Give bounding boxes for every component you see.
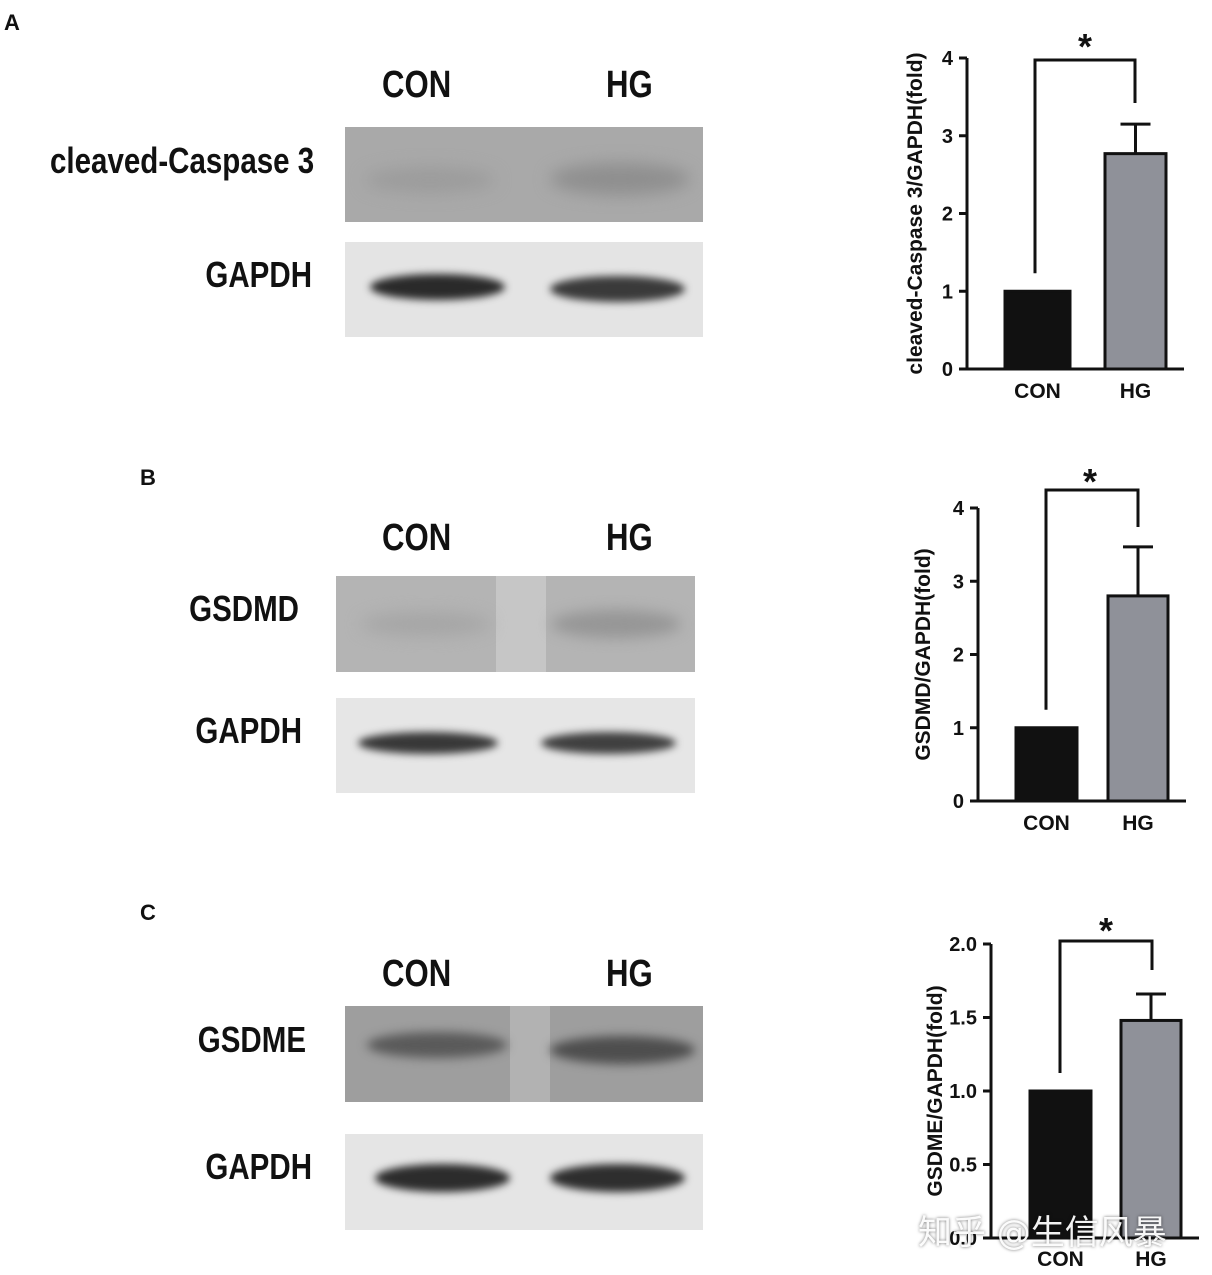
y-axis-label-0: cleaved-Caspase 3/GAPDH(fold): [904, 52, 927, 374]
band-gsdme-hg: [550, 1036, 695, 1064]
significance-bracket-0: [1033, 58, 1137, 274]
lane-label-hg-a: HG: [606, 64, 653, 106]
band-gapdh-b-con: [358, 732, 498, 754]
row-label-gapdh-b: GAPDH: [195, 710, 302, 751]
blot-gapdh-c: [345, 1134, 703, 1230]
band-gapdh-c-con: [375, 1164, 510, 1192]
y-tick-label-0-4: 4: [942, 48, 954, 70]
bar-1-hg: [1106, 594, 1170, 803]
band-gsdmd-con: [361, 612, 491, 636]
x-tick-label-0-1: HG: [1120, 380, 1152, 403]
bar-0-hg: [1103, 152, 1168, 371]
lane-label-hg-c: HG: [606, 953, 653, 995]
row-label-gapdh-a: GAPDH: [205, 254, 312, 295]
y-tick-label-1-2: 2: [953, 645, 964, 667]
panel-letter-c: C: [140, 900, 156, 925]
bar-1-con: [1014, 726, 1079, 803]
significance-bracket-2: [1058, 939, 1154, 1073]
panel-letter-a: A: [4, 10, 20, 35]
x-tick-label-1-1: HG: [1122, 812, 1154, 835]
blot-gapdh-b: [336, 698, 695, 793]
watermark: 知乎 @生信风暴: [918, 1213, 1167, 1253]
bar-2-hg: [1119, 1018, 1183, 1240]
y-tick-label-2-0: 0.0: [949, 1228, 977, 1250]
y-tick-label-0-3: 3: [942, 126, 953, 148]
y-tick-label-1-3: 3: [953, 571, 964, 593]
y-tick-label-1-4: 4: [953, 498, 965, 520]
band-gapdh-c-hg: [550, 1164, 685, 1192]
y-tick-label-0-2: 2: [942, 204, 953, 226]
x-tick-label-0-0: CON: [1014, 380, 1061, 403]
significance-star-1: *: [1083, 461, 1097, 502]
significance-star-2: *: [1099, 910, 1113, 951]
y-tick-label-2-1: 0.5: [949, 1155, 977, 1177]
y-axis-label-1: GSDMD/GAPDH(fold): [912, 548, 935, 760]
x-tick-label-1-0: CON: [1023, 812, 1070, 835]
lane-label-con-a: CON: [382, 64, 452, 106]
row-label-gsdme: GSDME: [197, 1019, 306, 1060]
lane-label-hg-b: HG: [606, 517, 653, 559]
blot-gsdme: [345, 1006, 703, 1102]
x-tick-label-2-1: HG: [1135, 1248, 1167, 1271]
lane-label-con-b: CON: [382, 517, 452, 559]
bar-2-con: [1028, 1089, 1093, 1240]
y-tick-label-1-0: 0: [953, 791, 964, 813]
x-tick-label-2-0: CON: [1037, 1248, 1084, 1271]
band-gsdme-con: [367, 1032, 507, 1058]
significance-bracket-1: [1044, 488, 1140, 710]
band-gapdh-b-hg: [541, 732, 676, 754]
lane-label-con-c: CON: [382, 953, 452, 995]
band-gapdh-a-con: [370, 274, 505, 300]
blot-gapdh-a: [345, 242, 703, 337]
row-label-gapdh-c: GAPDH: [205, 1146, 312, 1187]
y-tick-label-2-4: 2.0: [949, 934, 977, 956]
y-tick-label-2-2: 1.0: [949, 1081, 977, 1103]
y-tick-label-2-3: 1.5: [949, 1008, 977, 1030]
y-axis-label-2: GSDME/GAPDH(fold): [924, 985, 947, 1196]
y-tick-label-0-0: 0: [942, 359, 953, 381]
y-tick-label-1-1: 1: [953, 718, 964, 740]
panel-letter-b: B: [140, 465, 156, 490]
y-tick-label-0-1: 1: [942, 281, 953, 303]
band-gapdh-a-hg: [550, 276, 685, 302]
row-label-caspase3: cleaved-Caspase 3: [49, 140, 314, 181]
bar-0-con: [1003, 289, 1072, 371]
significance-star-0: *: [1078, 26, 1092, 67]
band-gsdmd-hg: [551, 610, 681, 638]
band-caspase3-hg: [550, 163, 690, 195]
blot-gsdmd: [336, 576, 695, 672]
row-label-gsdmd: GSDMD: [189, 588, 299, 629]
blot-caspase3: [345, 127, 703, 222]
band-caspase3-con: [365, 167, 495, 193]
